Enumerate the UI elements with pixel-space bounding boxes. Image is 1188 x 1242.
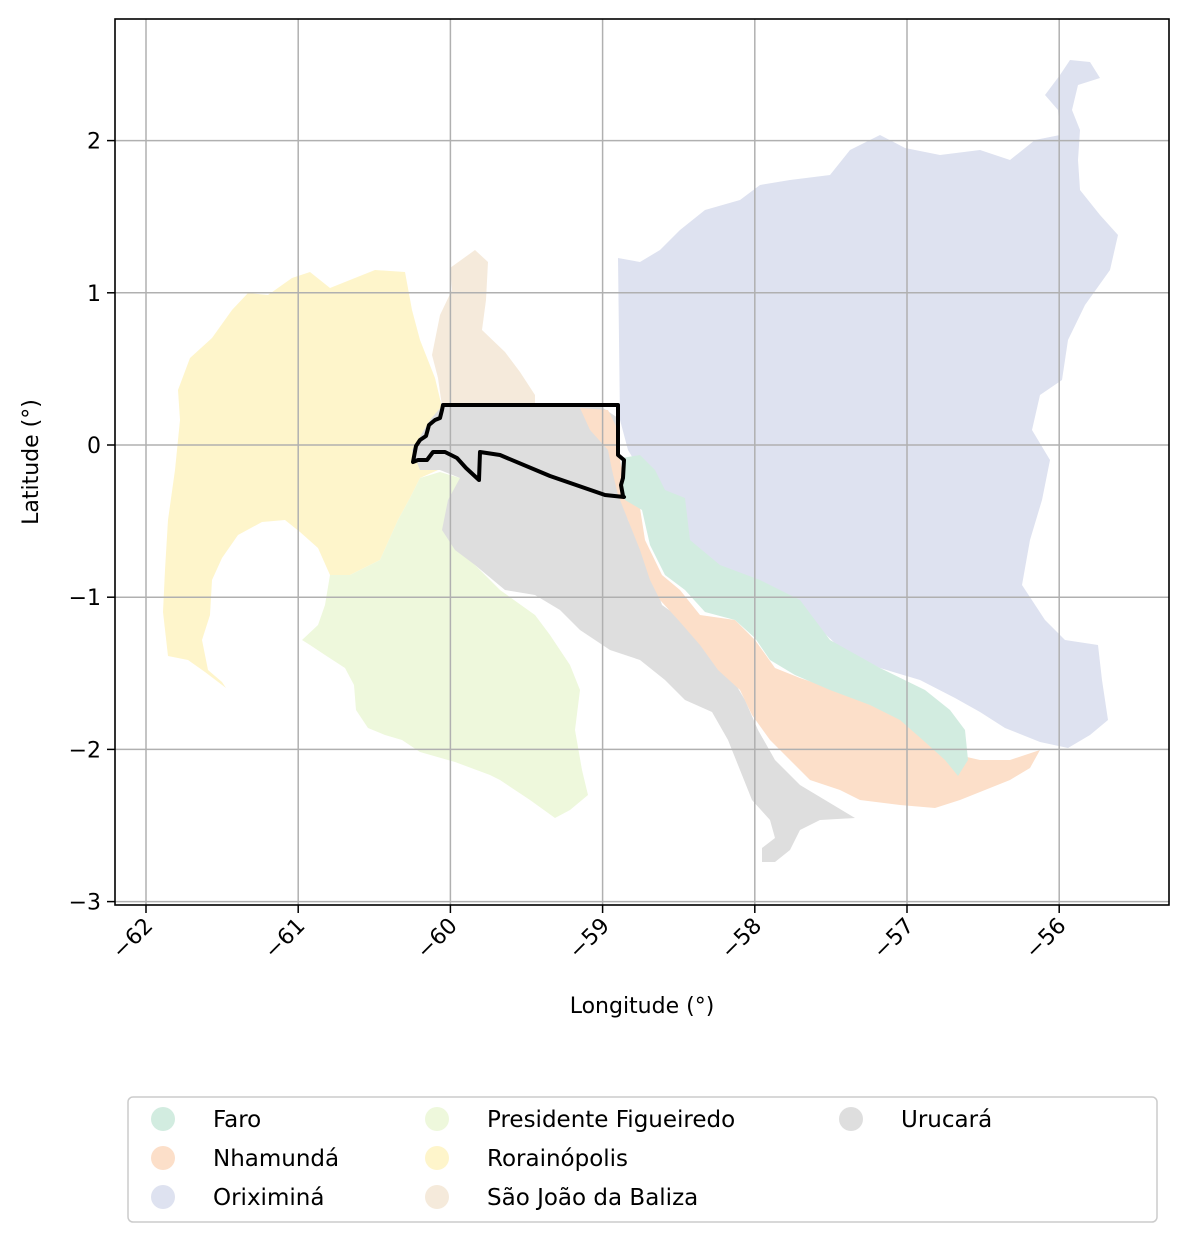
legend-items: Faro Nhamundá Oriximiná Presidente Figueire… — [151, 1107, 992, 1211]
y-tick-label: −1 — [69, 586, 101, 611]
y-tick-label: −3 — [69, 891, 101, 916]
legend-swatch — [425, 1146, 449, 1170]
legend-swatch — [151, 1146, 175, 1170]
legend-item: Presidente Figueiredo — [425, 1107, 735, 1133]
legend-swatch — [839, 1107, 863, 1131]
region-sao-joao-da-baliza — [432, 250, 535, 406]
legend-label: Oriximiná — [213, 1185, 324, 1211]
region-nhamunda — [580, 408, 1040, 808]
region-rorainopolis — [163, 270, 445, 688]
legend-label: Nhamundá — [213, 1146, 339, 1172]
y-axis-title: Latitude (°) — [19, 399, 44, 525]
y-tick-label: 2 — [87, 130, 101, 155]
x-tick-label: −62 — [108, 914, 159, 965]
legend-item: Oriximiná — [151, 1185, 324, 1211]
grid-lines — [115, 19, 1169, 905]
y-axis-ticks: 2 1 0 −1 −2 −3 — [69, 130, 115, 916]
plot-frame — [114, 18, 1170, 906]
legend-item: Faro — [151, 1107, 261, 1133]
highlighted-municipality-outline — [411, 403, 626, 499]
x-tick-label: −57 — [869, 914, 920, 965]
legend: Faro Nhamundá Oriximiná Presidente Figueire… — [127, 1096, 1158, 1223]
legend-label: Presidente Figueiredo — [487, 1107, 735, 1133]
legend-label: São João da Baliza — [487, 1185, 698, 1211]
x-tick-label: −60 — [412, 914, 463, 965]
region-urucara — [412, 406, 855, 862]
x-axis-title: Longitude (°) — [570, 994, 715, 1019]
x-tick-label: −59 — [564, 914, 615, 965]
legend-swatch — [151, 1107, 175, 1131]
x-tick-label: −58 — [717, 914, 768, 965]
legend-swatch — [425, 1185, 449, 1209]
x-axis-ticks: −62 −61 −60 −59 −58 −57 −56 — [108, 905, 1072, 965]
legend-swatch — [151, 1185, 175, 1209]
legend-box — [127, 1096, 1158, 1223]
legend-label: Faro — [213, 1107, 261, 1133]
x-tick-label: −56 — [1021, 914, 1072, 965]
y-tick-label: 0 — [87, 434, 101, 459]
y-tick-label: 1 — [87, 282, 101, 307]
legend-item: Urucará — [839, 1107, 992, 1133]
region-layer — [163, 60, 1118, 862]
y-tick-label: −2 — [69, 738, 101, 763]
legend-item: São João da Baliza — [425, 1185, 698, 1211]
legend-label: Rorainópolis — [487, 1146, 628, 1172]
x-tick-label: −61 — [260, 914, 311, 965]
legend-item: Rorainópolis — [425, 1146, 628, 1172]
region-presidente-figueiredo — [302, 472, 588, 818]
region-faro — [622, 455, 968, 776]
legend-swatch — [425, 1107, 449, 1131]
legend-label: Urucará — [901, 1107, 992, 1133]
legend-item: Nhamundá — [151, 1146, 339, 1172]
